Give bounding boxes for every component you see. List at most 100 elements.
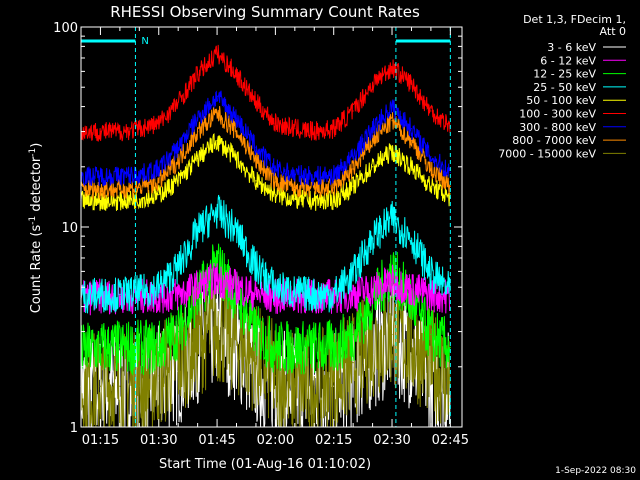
series-4-point [138,292,140,294]
series-4-point [99,293,101,295]
y-tick-label: 1 [70,421,78,436]
y-tick-label: 100 [53,21,78,36]
legend-label-5: 50 - 100 keV [526,94,596,107]
series-4-point [391,218,393,220]
series-7-point [410,128,413,130]
series-2-point [430,293,432,295]
series-5-point [158,194,160,196]
series-9-point [391,333,393,336]
series-2-point [119,295,121,297]
series-line-3 [80,243,451,376]
series-4-point [216,210,218,212]
series-5-point [352,185,354,187]
series-line-6 [80,44,451,142]
series-8-point [449,185,451,187]
series-7-point [274,168,276,170]
series-5-point [430,185,432,187]
series-line-4 [80,194,451,314]
series-2-point [255,293,257,295]
series-6-point [177,101,179,103]
series-3-point [119,346,121,348]
series-6-point [274,122,276,124]
series-6-point [352,110,354,112]
series-9-point [313,385,315,387]
series-2-point [197,286,199,288]
series-2-point [235,286,238,288]
series-8-point [216,112,218,114]
series-9-point [430,362,432,364]
series-7-point [158,168,160,170]
series-2-point [391,281,393,283]
series-5-point [216,140,218,142]
series-3-point [313,346,315,348]
series-8-point [333,187,335,189]
series-8-point [99,188,101,190]
series-6-point [333,128,335,130]
series-4-point [372,237,374,239]
series-5-point [235,157,238,160]
series-4-point [333,293,335,295]
series-8-point [430,168,432,170]
series-8-point [313,188,315,190]
series-6-point [410,83,413,85]
series-8-point [177,159,179,162]
series-4-point [197,230,199,233]
y-tick-label: 10 [61,221,78,236]
series-9-point [410,343,413,345]
series-7-point [255,146,257,148]
series-1-point [352,375,354,377]
series-9-point [177,357,179,360]
series-8-point [372,140,374,142]
series-5-point [177,180,179,182]
series-2-point [352,293,354,295]
series-9-point [119,385,121,387]
x-tick-label: 01:30 [140,433,177,448]
series-9-point [333,380,335,382]
series-8-point [294,186,296,188]
series-9-point [99,385,101,387]
series-3-point [177,331,179,333]
series-6-point [197,73,199,75]
series-line-8 [80,106,451,200]
series-3-point [138,346,140,348]
series-4-point [410,237,413,239]
series-4-point [430,273,432,275]
x-tick-label: 01:15 [82,433,119,448]
series-5-point [391,150,393,152]
series-9-point [352,362,354,364]
series-3-point [333,346,335,348]
series-6-point [313,131,315,133]
series-6-point [235,73,238,75]
x-tick-label: 02:30 [373,433,410,448]
series-4-point [235,230,238,233]
series-3-point [99,346,101,348]
series-6-point [391,66,393,68]
series-5-point [197,157,199,160]
y-axis-label: Count Rate (s-1 detector-1) [28,143,44,314]
series-5-point [99,200,101,202]
series-5-point [372,166,374,168]
series-5-point [313,200,315,202]
series-2-point [274,295,276,297]
series-4-point [313,293,315,295]
series-9-point [197,340,199,342]
generation-timestamp: 1-Sep-2022 08:30 [555,466,636,476]
series-4-point [294,292,296,294]
legend-label-9: 7000 - 15000 keV [498,147,596,160]
series-9-point [372,343,374,345]
series-9-point [158,375,160,377]
series-6-point [99,131,101,133]
series-6-point [119,131,121,133]
series-line-9 [80,280,451,428]
series-4-point [158,286,160,288]
series-7-point [235,117,238,119]
series-8-point [410,140,413,142]
series-7-point [197,117,199,119]
legend-label-8: 800 - 7000 keV [512,134,596,147]
series-2-point [177,293,179,295]
series-7-point [99,175,101,177]
series-1-point [235,346,238,348]
series-5-point [410,166,413,168]
series-8-point [391,120,393,122]
